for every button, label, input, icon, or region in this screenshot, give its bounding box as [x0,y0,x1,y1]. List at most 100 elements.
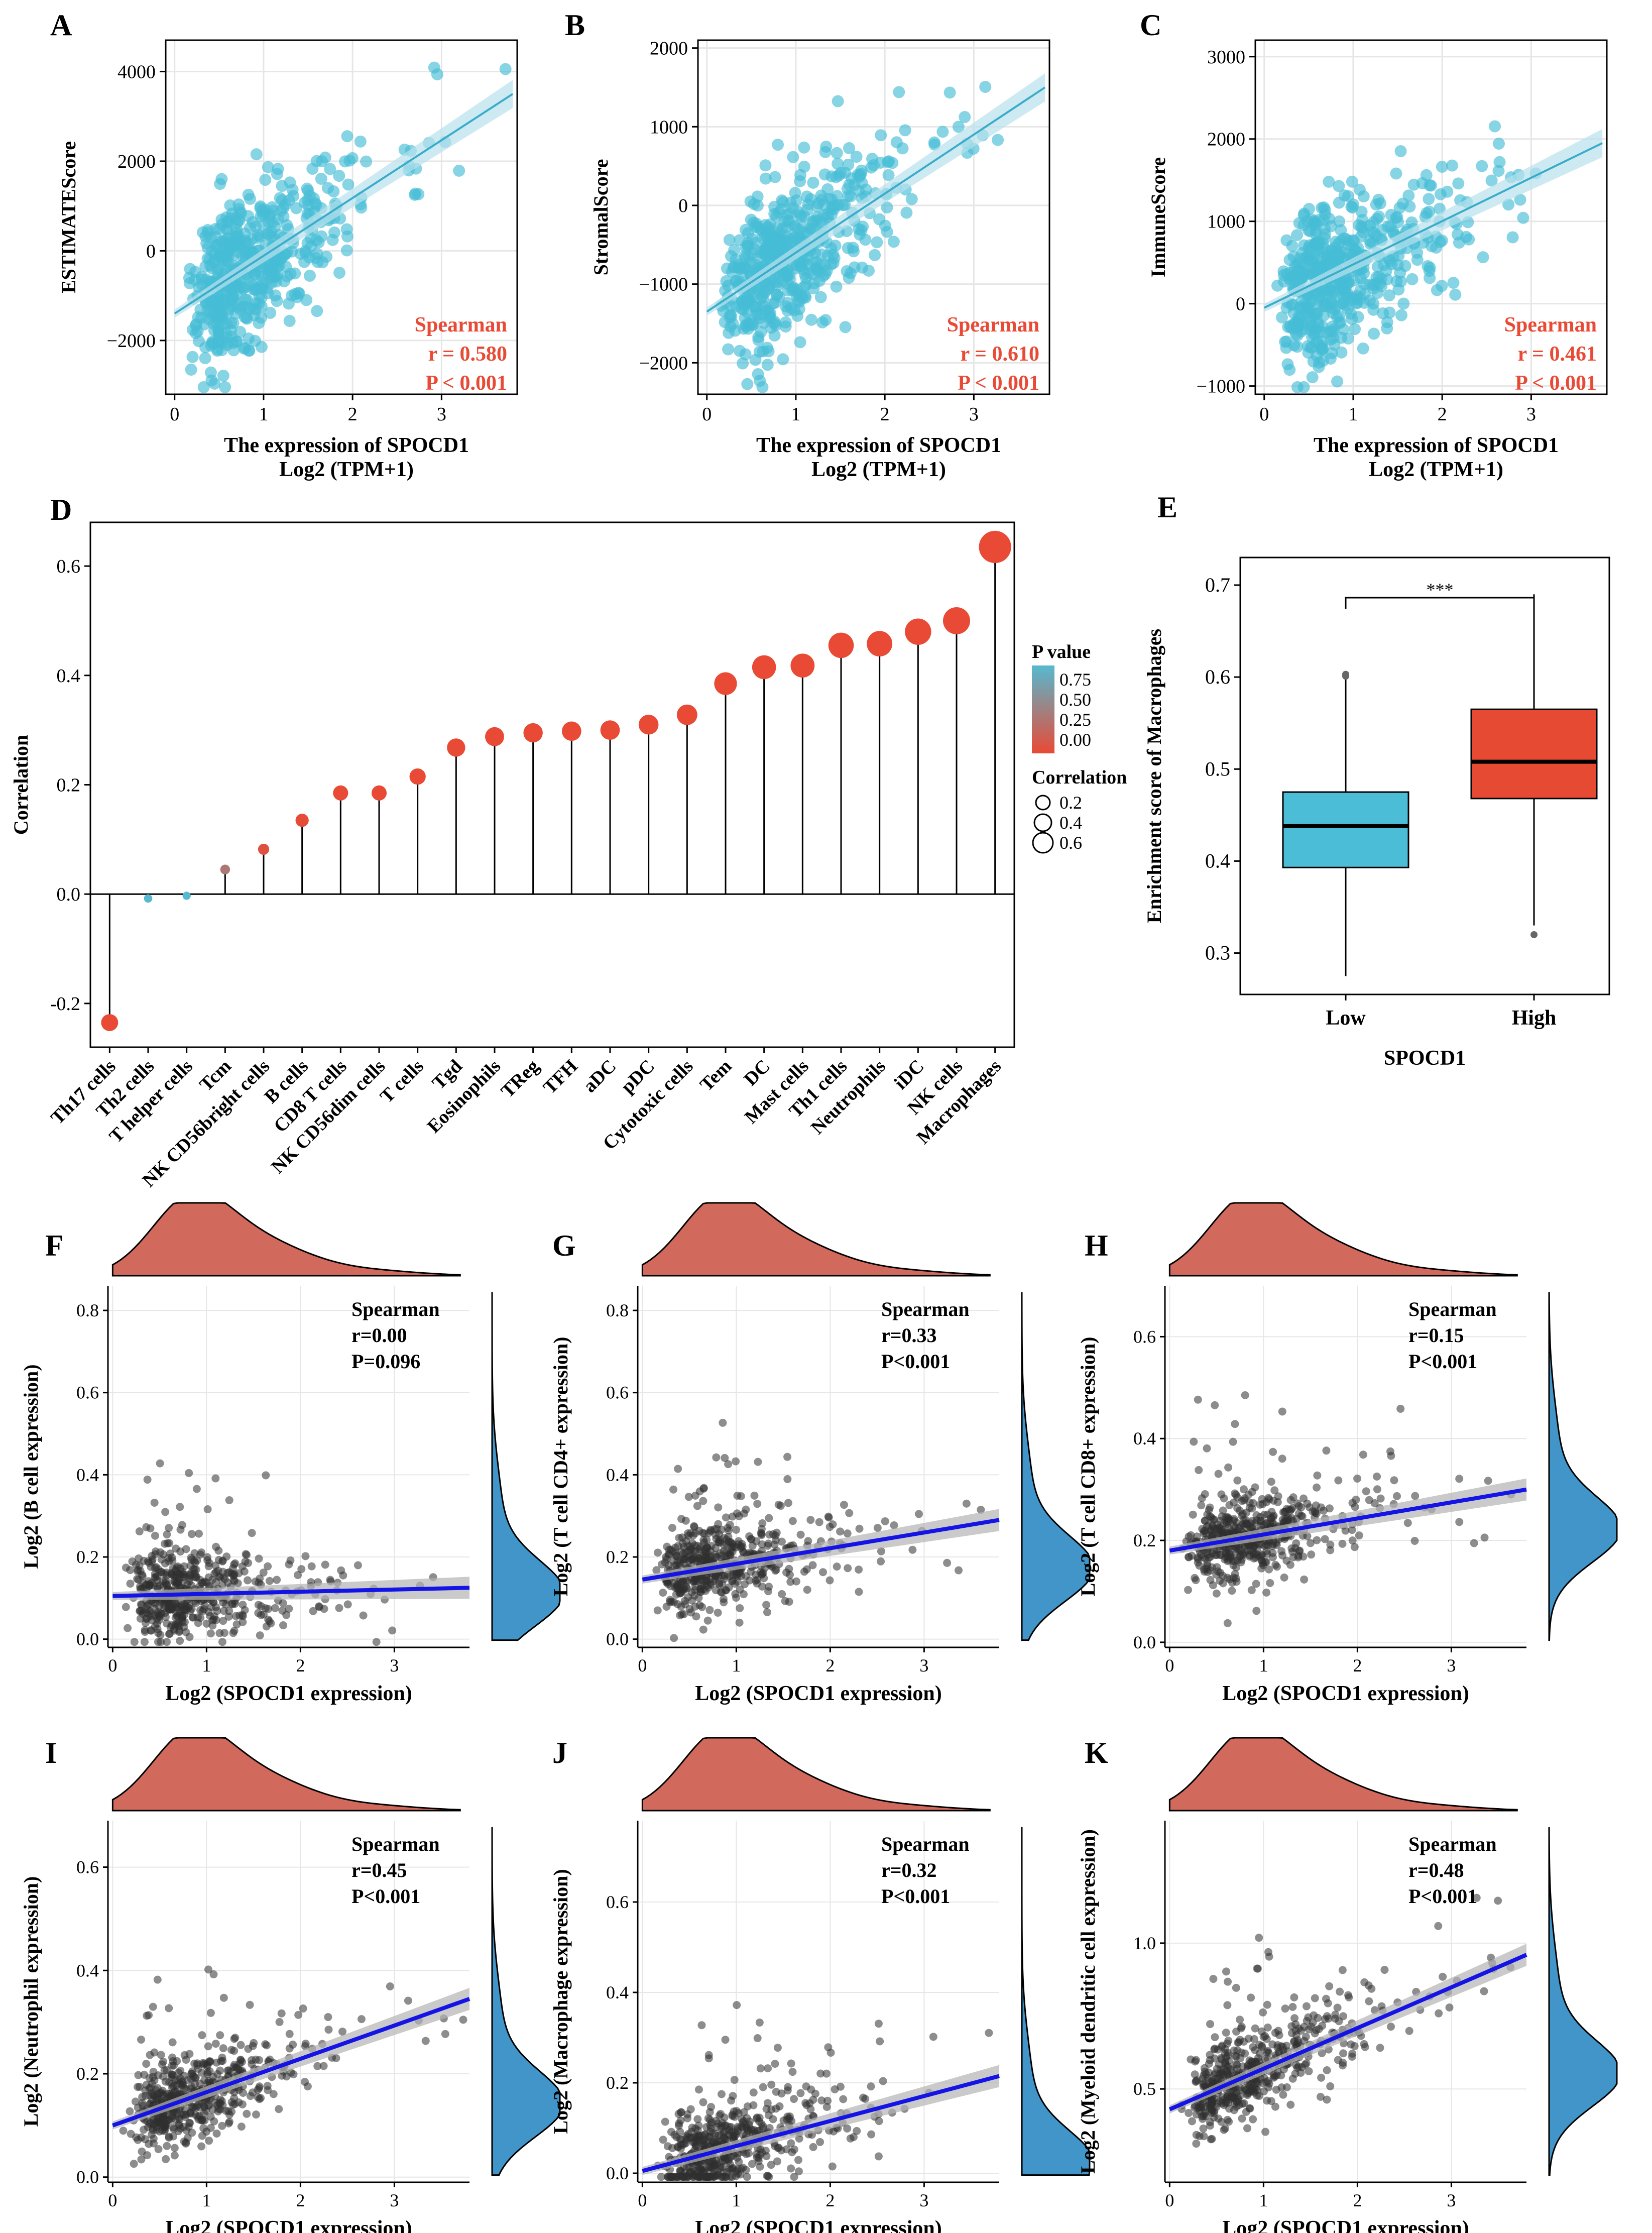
scatter-point [156,2119,165,2128]
y-tick-label: 0.4 [76,1960,99,1980]
scatter-point [282,297,295,310]
scatter-point [225,2117,233,2126]
scatter-point [745,1576,754,1585]
scatter-point [299,247,312,259]
scatter-point [699,1536,708,1544]
top-density [111,1737,461,1812]
scatter-point [742,250,755,263]
scatter-point [195,1529,203,1538]
scatter-point [181,2110,190,2119]
lollipop-point [676,704,697,725]
scatter-point [172,1544,180,1553]
x-tick-label: 3 [1526,404,1536,425]
scatter-point [1451,228,1464,241]
scatter-point [665,2173,673,2181]
scatter-point [1271,1560,1280,1569]
scatter-point [867,2082,875,2091]
scatter-point [736,1604,744,1612]
scatter-point [1276,311,1288,324]
x-tick-label: TFH [539,1056,582,1098]
scatter-point [781,1597,789,1605]
scatter-point [244,1576,252,1585]
y-tick-label: 0.4 [1205,849,1230,872]
scatter-point [1309,2019,1317,2027]
scatter-point [762,1601,771,1609]
scatter-point [1338,1539,1347,1548]
scatter-point [1286,298,1299,310]
scatter-point [143,2151,152,2160]
legend-size-circle [1033,813,1052,832]
scatter-point [218,1581,227,1589]
scatter-point [310,155,323,167]
y-tick-label: 0.4 [57,665,81,687]
scatter-point [873,213,886,226]
scatter-point [653,1606,662,1615]
y-tick-label: 0.6 [76,1857,99,1877]
scatter-point [340,223,353,236]
scatter-point [871,236,883,249]
scatter-point [1323,2095,1331,2104]
scatter-point [1353,219,1365,232]
scatter-point [1211,2033,1219,2042]
scatter-point [237,2041,245,2049]
scatter-point [1225,1549,1233,1557]
scatter-point [875,129,887,142]
scatter-point [779,316,792,328]
scatter-point [670,2131,679,2139]
scatter-point [694,2085,703,2094]
scatter-point [1233,1556,1242,1565]
scatter-point [333,170,345,182]
scatter-point [1248,1517,1256,1525]
scatter-point [273,1576,281,1584]
scatter-point [337,1566,345,1575]
scatter-point [754,2154,763,2162]
scatter-point [199,352,211,365]
scatter-point [134,2103,142,2112]
x-axis-label: The expression of SPOCD1 [756,434,1001,457]
legend-pvalue-title: P value [1032,641,1091,662]
scatter-point [225,316,238,329]
scatter-point [839,321,852,333]
y-axis-label: Log2 (B cell expression) [20,1364,42,1569]
scatter-point [301,2078,309,2086]
scatter-point [730,2112,739,2121]
confidence-band [174,80,513,318]
lollipop-point [867,631,893,657]
y-tick-label: 0.2 [1133,1530,1156,1550]
scatter-point [176,1503,184,1511]
scatter-point [1212,1570,1221,1579]
x-axis-label: The expression of SPOCD1 [1314,434,1559,457]
y-axis-label: Correlation [10,735,32,835]
scatter-point [1506,231,1519,244]
scatter-point [178,1570,187,1579]
scatter-point [1197,1501,1206,1510]
scatter-point [752,331,765,344]
scatter-point [824,2043,833,2052]
panel-letter: F [45,1229,64,1262]
scatter-point [830,280,843,293]
scatter-point [1390,1476,1398,1485]
x-tick-label: 3 [969,404,979,425]
scatter-point [827,200,839,212]
scatter-point [814,291,827,303]
stats-line: r=0.32 [881,1859,937,1881]
scatter-point [272,163,284,175]
scatter-point [185,363,197,376]
x-tick-label: 3 [390,1655,399,1676]
scatter-point [203,1505,212,1514]
x-tick-label: 2 [348,404,358,425]
scatter-point [790,2095,798,2103]
scatter-point [955,1566,963,1575]
scatter-point [212,1542,220,1551]
x-axis-label: Log2 (SPOCD1 expression) [165,2217,412,2233]
scatter-point [1303,202,1315,215]
right-density [1548,1292,1618,1641]
scatter-point [1348,1536,1357,1545]
scatter-point [151,1531,159,1540]
scatter-point [162,2155,170,2163]
scatter-point [204,1608,213,1616]
scatter-point [794,336,806,349]
scatter-point [264,1562,272,1571]
scatter-point [1238,2114,1246,2123]
scatter-point [198,2068,206,2077]
